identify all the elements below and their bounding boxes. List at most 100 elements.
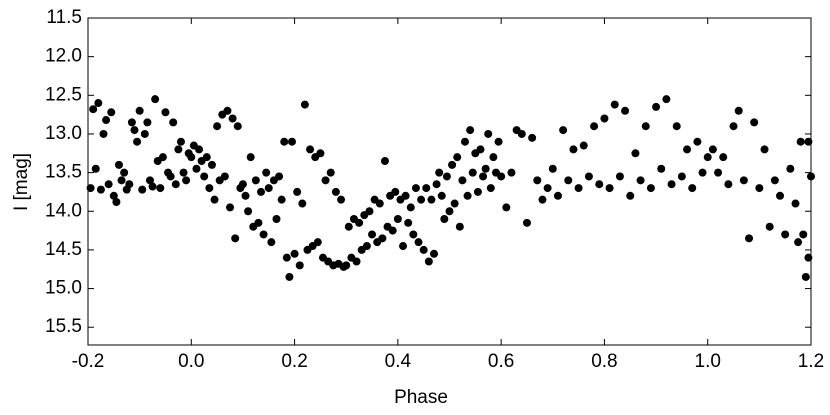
data-point (306, 145, 315, 154)
data-point (362, 242, 371, 251)
data-point (424, 257, 433, 266)
x-tick-label: 0.4 (385, 351, 412, 372)
y-tick-label: 14.0 (45, 200, 82, 221)
data-point (453, 153, 462, 162)
data-point (223, 106, 232, 115)
data-point (494, 137, 503, 146)
data-point (109, 191, 118, 200)
data-point (553, 191, 562, 200)
data-point (148, 182, 157, 191)
data-point (365, 207, 374, 216)
data-point (401, 191, 410, 200)
data-point (569, 145, 578, 154)
x-tick-label: -0.2 (72, 351, 105, 372)
data-point (393, 214, 402, 223)
data-point (463, 191, 472, 200)
data-point (368, 230, 377, 239)
data-point (176, 137, 185, 146)
data-point (796, 137, 805, 146)
data-point (326, 168, 335, 177)
data-point (241, 191, 250, 200)
data-point (295, 261, 304, 270)
data-point (448, 160, 457, 169)
data-point (272, 214, 281, 223)
data-point (615, 172, 624, 181)
x-tick-label: 0.2 (281, 351, 307, 372)
data-point (96, 185, 105, 194)
data-point (187, 153, 196, 162)
data-point (489, 153, 498, 162)
data-point (262, 168, 271, 177)
data-point (631, 149, 640, 158)
data-point (380, 157, 389, 166)
data-point (468, 168, 477, 177)
x-tick-label: 0.0 (178, 351, 204, 372)
data-point (86, 184, 95, 193)
x-tick-label: 0.6 (488, 351, 514, 372)
data-point (135, 106, 144, 115)
data-point (290, 249, 299, 258)
data-point (267, 238, 276, 247)
data-point (259, 230, 268, 239)
data-point (409, 230, 418, 239)
data-point (417, 195, 426, 204)
data-point (600, 114, 609, 123)
plot-frame (87, 17, 812, 346)
data-point (414, 238, 423, 247)
data-point (238, 180, 247, 189)
data-point (220, 172, 229, 181)
data-point (419, 245, 428, 254)
x-tick-label: 0.8 (591, 351, 617, 372)
y-tick-label: 11.5 (46, 7, 82, 28)
data-point (388, 226, 397, 235)
data-point (548, 164, 557, 173)
data-point (202, 153, 211, 162)
data-point (200, 172, 209, 181)
data-point (246, 153, 255, 162)
data-point (166, 172, 175, 181)
data-point (693, 137, 702, 146)
data-point (657, 164, 666, 173)
data-point (422, 184, 431, 193)
data-point (287, 137, 296, 146)
data-point (750, 118, 759, 127)
data-point (543, 184, 552, 193)
data-point (125, 180, 134, 189)
data-point (652, 102, 661, 111)
data-point (473, 187, 482, 196)
data-point (120, 168, 129, 177)
y-tick-label: 12.0 (45, 46, 82, 67)
data-point (107, 108, 116, 117)
data-point (280, 137, 289, 146)
data-point (257, 187, 266, 196)
data-point (161, 108, 170, 117)
data-point (755, 184, 764, 193)
y-axis-label: I [mag] (11, 153, 32, 211)
data-point (143, 118, 152, 127)
data-point (484, 129, 493, 138)
data-point (158, 153, 167, 162)
data-point (399, 242, 408, 251)
data-point (517, 129, 526, 138)
data-point (427, 195, 436, 204)
data-point (293, 187, 302, 196)
data-point (760, 145, 769, 154)
data-point (502, 203, 511, 212)
data-point (528, 133, 537, 142)
data-point (226, 203, 235, 212)
data-point (285, 272, 294, 281)
data-point (275, 172, 284, 181)
data-point (89, 105, 98, 114)
data-point (667, 180, 676, 189)
data-point (801, 272, 810, 281)
data-point (251, 176, 260, 185)
data-point (791, 199, 800, 208)
data-point (337, 195, 346, 204)
data-point (724, 180, 733, 189)
x-tick-label: 1.0 (695, 351, 721, 372)
data-point (112, 197, 121, 206)
data-point (559, 126, 568, 135)
data-point (636, 176, 645, 185)
data-point (460, 137, 469, 146)
data-point (703, 153, 712, 162)
